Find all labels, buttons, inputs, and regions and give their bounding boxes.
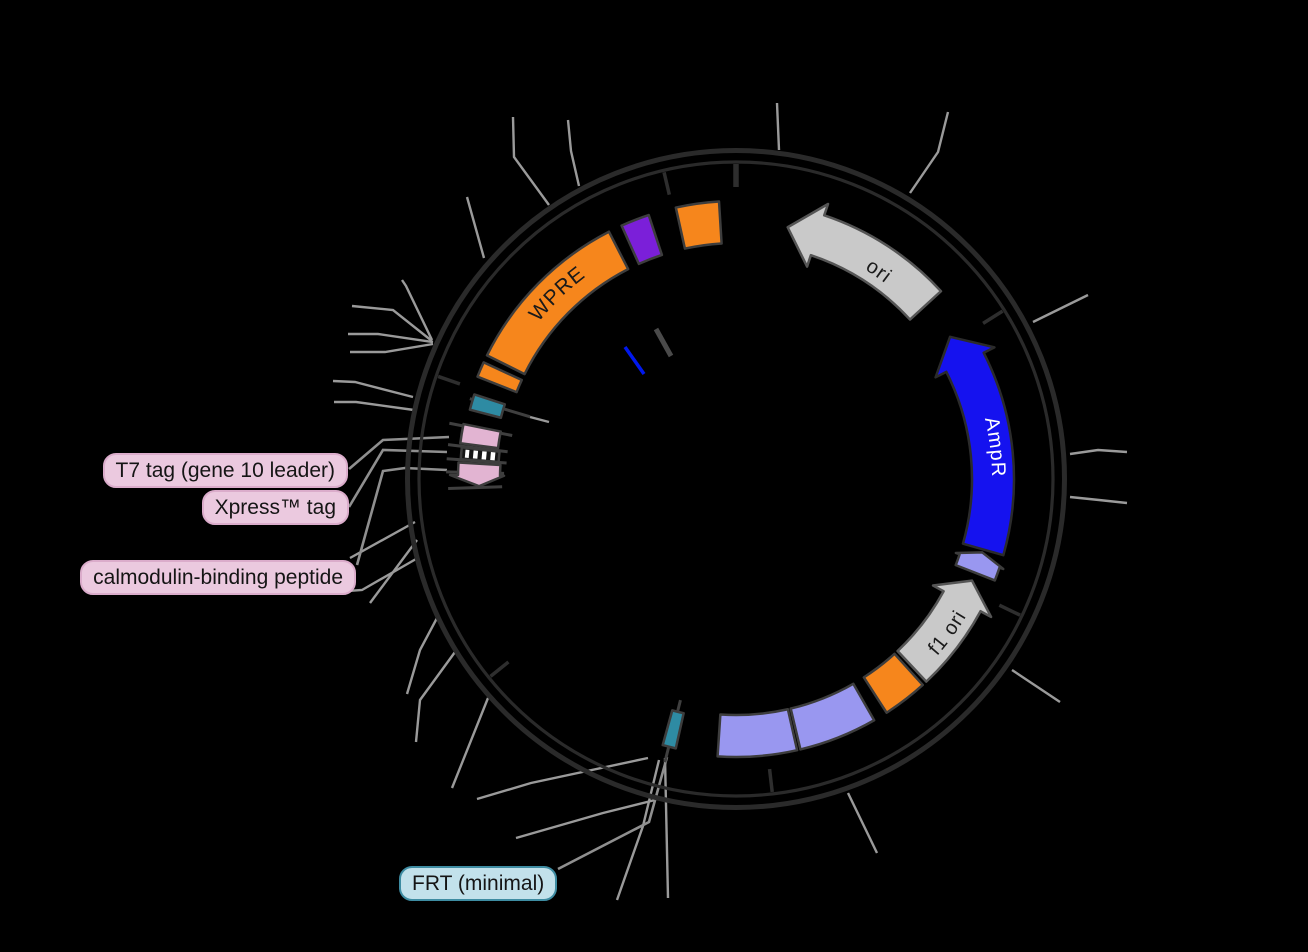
- enzyme-callout-lines: [332, 102, 1128, 901]
- enzyme-line-12: [476, 756, 649, 801]
- scale-tick-2: [437, 374, 461, 386]
- feature-AmpR-promoter[interactable]: [954, 551, 1005, 582]
- feature-ori[interactable]: [786, 202, 943, 321]
- feature-f1-ori[interactable]: [896, 579, 993, 683]
- label-t7-tag[interactable]: T7 tag (gene 10 leader): [102, 453, 348, 488]
- scale-tick-1: [662, 171, 672, 196]
- enzyme-line-2: [566, 119, 581, 187]
- ring-outer-circle: [405, 148, 1067, 810]
- enzyme-line-9: [846, 792, 879, 854]
- feature-frt-site[interactable]: [661, 709, 685, 750]
- enzyme-line-1: [511, 116, 550, 206]
- label-callout-2: [355, 466, 448, 566]
- enzyme-line-23: [350, 342, 434, 354]
- label-frt-minimal[interactable]: FRT (minimal): [399, 866, 558, 901]
- feature-t7-tag-feature[interactable]: [459, 422, 502, 450]
- feature-teal-site-left[interactable]: [468, 393, 507, 419]
- enzyme-line-22: [348, 332, 434, 344]
- enzyme-line-5: [1032, 293, 1089, 324]
- label-callout-1: [347, 448, 448, 508]
- center-marks: [623, 327, 674, 376]
- center-mark-0: [623, 345, 646, 376]
- ring-inner-circle: [417, 160, 1055, 798]
- scale-tick-4: [998, 603, 1021, 617]
- label-calmodulin-binding-peptide[interactable]: calmodulin-binding peptide: [80, 560, 356, 595]
- backbone-ring: [405, 148, 1067, 810]
- enzyme-line-8: [1011, 669, 1061, 703]
- feature-orange-segment-bottom[interactable]: [862, 652, 924, 714]
- enzyme-line-21: [351, 304, 433, 342]
- enzyme-line-26: [529, 415, 550, 424]
- feature-WPRE[interactable]: [485, 230, 630, 376]
- enzyme-line-17: [405, 617, 439, 695]
- center-mark-1: [653, 327, 674, 358]
- feature-calmodulin-binding-peptide-feature[interactable]: [448, 461, 506, 488]
- feature-periwinkle-segment-a[interactable]: [716, 707, 799, 759]
- enzyme-line-24: [332, 379, 414, 399]
- scale-tick-3: [982, 309, 1004, 325]
- feature-AmpR[interactable]: [934, 335, 1016, 557]
- label-xpress-tag[interactable]: Xpress™ tag: [201, 490, 349, 525]
- feature-periwinkle-segment-b[interactable]: [789, 682, 876, 751]
- scale-tick-6: [489, 660, 510, 678]
- enzyme-line-25: [334, 400, 415, 412]
- scale-ticks: [437, 164, 1021, 793]
- enzyme-line-11: [663, 757, 670, 899]
- enzyme-line-6: [1069, 448, 1128, 456]
- enzyme-line-3: [775, 102, 781, 151]
- enzyme-line-19: [450, 697, 490, 789]
- label-callout-3: [557, 756, 669, 871]
- enzyme-line-20: [401, 279, 434, 341]
- label-callout-0: [348, 435, 450, 470]
- feature-orange-segment-top[interactable]: [674, 200, 723, 250]
- feature-stub-4: [448, 485, 503, 491]
- scale-tick-5: [767, 768, 774, 793]
- enzyme-line-18: [414, 651, 456, 743]
- enzyme-line-4: [909, 111, 950, 194]
- feature-wpre-end-sliver[interactable]: [476, 361, 524, 394]
- features: [448, 200, 1016, 759]
- enzyme-line-0: [465, 196, 486, 259]
- feature-purple-segment[interactable]: [620, 213, 664, 266]
- enzyme-line-7: [1069, 495, 1128, 505]
- feature-xpress-tag-feature[interactable]: [459, 446, 501, 464]
- enzyme-line-13: [515, 798, 656, 840]
